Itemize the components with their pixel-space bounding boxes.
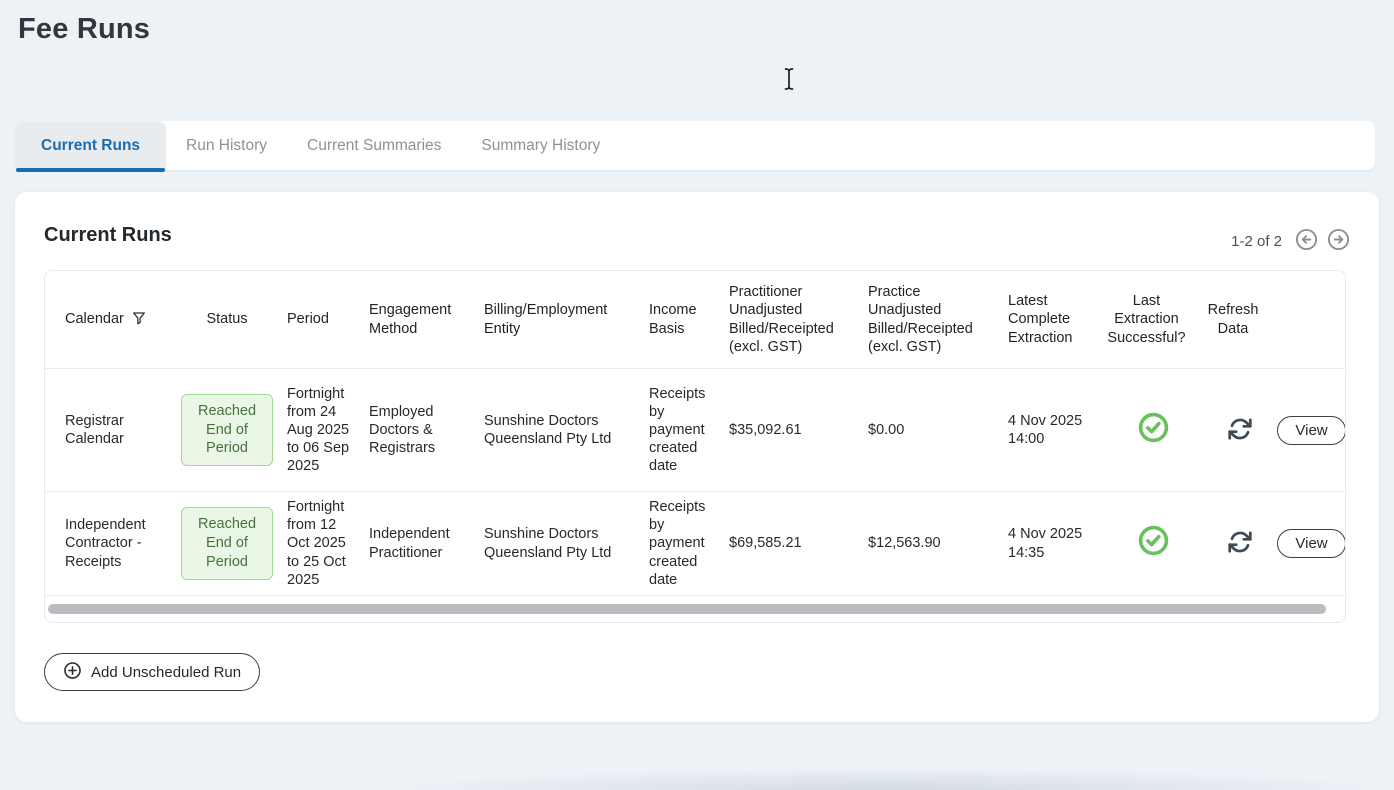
scrollbar-thumb[interactable] — [48, 604, 1326, 614]
pagination-next-button[interactable] — [1327, 228, 1350, 254]
status-badge: Reached End of Period — [181, 507, 273, 580]
window-shadow — [380, 768, 1394, 790]
actions-cell: View — [1277, 369, 1345, 491]
column-header-status: Status — [206, 311, 248, 328]
income-basis-cell: Receipts by payment created date — [649, 499, 706, 588]
refresh-icon — [1227, 529, 1253, 558]
table-header-row: Calendar Status Period Engagement Method — [45, 271, 1345, 368]
practitioner-unadjusted-cell: $35,092.61 — [729, 421, 802, 438]
pagination: 1-2 of 2 — [1231, 228, 1350, 254]
horizontal-scrollbar[interactable] — [45, 595, 1345, 622]
add-unscheduled-run-label: Add Unscheduled Run — [91, 663, 242, 681]
check-circle-icon — [1138, 412, 1169, 448]
refresh-data-cell — [1202, 492, 1278, 595]
extraction-success-cell — [1105, 369, 1202, 491]
tab-bar: Current Runs Run History Current Summari… — [15, 121, 1375, 172]
check-circle-icon — [1138, 525, 1169, 561]
column-header-refresh-data: Refresh Data — [1207, 302, 1259, 337]
page-title: Fee Runs — [18, 13, 151, 45]
practitioner-unadjusted-cell: $69,585.21 — [729, 535, 802, 552]
view-button[interactable]: View — [1277, 529, 1345, 558]
practice-unadjusted-cell: $12,563.90 — [868, 535, 941, 552]
column-header-actions — [1278, 271, 1345, 368]
column-header-income-basis: Income Basis — [649, 302, 697, 337]
refresh-icon — [1227, 416, 1253, 445]
column-header-practice-unadjusted: Practice Unadjusted Billed/Receipted (ex… — [868, 284, 973, 355]
column-header-engagement-method: Engagement Method — [369, 302, 452, 337]
column-header-latest-extraction: Latest Complete Extraction — [1008, 293, 1073, 346]
pagination-range: 1-2 of 2 — [1231, 232, 1282, 250]
latest-extraction-cell: 4 Nov 2025 14:00 — [1008, 412, 1083, 447]
plus-circle-icon — [63, 661, 82, 684]
income-basis-cell: Receipts by payment created date — [649, 385, 706, 475]
column-header-last-extraction-successful: Last Extraction Successful? — [1107, 293, 1186, 346]
refresh-data-cell — [1202, 369, 1278, 491]
tab-current-summaries[interactable]: Current Summaries — [287, 121, 461, 170]
tab-run-history[interactable]: Run History — [166, 121, 287, 170]
period-cell: Fortnight from 24 Aug 2025 to 06 Sep 202… — [287, 385, 350, 475]
tab-current-runs[interactable]: Current Runs — [15, 121, 167, 172]
column-header-period: Period — [287, 311, 329, 328]
refresh-data-button[interactable] — [1227, 529, 1253, 558]
tab-summary-history[interactable]: Summary History — [461, 121, 620, 170]
arrow-circle-right-icon — [1327, 228, 1350, 254]
arrow-circle-left-icon — [1295, 228, 1318, 254]
period-cell: Fortnight from 12 Oct 2025 to 25 Oct 202… — [287, 499, 346, 588]
practice-unadjusted-cell: $0.00 — [868, 421, 905, 438]
text-cursor-icon — [782, 67, 796, 96]
calendar-cell: Registrar Calendar — [65, 412, 124, 447]
table-row: Independent Contractor - Receipts Reache… — [45, 491, 1345, 595]
latest-extraction-cell: 4 Nov 2025 14:35 — [1008, 526, 1083, 561]
column-header-billing-entity: Billing/Employment Entity — [484, 302, 608, 337]
tab-label: Summary History — [481, 136, 601, 154]
calendar-filter-button[interactable] — [131, 310, 147, 329]
column-header-practitioner-unadjusted: Practitioner Unadjusted Billed/Receipted… — [729, 284, 834, 355]
view-button[interactable]: View — [1277, 415, 1345, 445]
calendar-cell: Independent Contractor - Receipts — [65, 517, 146, 570]
pagination-prev-button[interactable] — [1295, 228, 1318, 254]
engagement-method-cell: Employed Doctors & Registrars — [369, 403, 436, 457]
tab-label: Current Summaries — [307, 136, 442, 154]
fee-runs-table: Calendar Status Period Engagement Method — [44, 270, 1346, 623]
column-header-label: Calendar — [65, 311, 124, 328]
status-badge: Reached End of Period — [181, 393, 273, 467]
table-row: Registrar Calendar Reached End of Period… — [45, 368, 1345, 491]
tab-label: Run History — [186, 136, 268, 154]
status-cell: Reached End of Period — [181, 369, 287, 491]
extraction-success-cell — [1105, 492, 1202, 595]
billing-entity-cell: Sunshine Doctors Queensland Pty Ltd — [484, 526, 612, 561]
filter-icon — [131, 310, 147, 329]
tab-label: Current Runs — [41, 136, 141, 154]
refresh-data-button[interactable] — [1227, 416, 1253, 445]
engagement-method-cell: Independent Practitioner — [369, 526, 450, 561]
current-runs-panel: Current Runs 1-2 of 2 — [15, 192, 1379, 722]
actions-cell: View — [1277, 492, 1345, 595]
panel-title: Current Runs — [44, 224, 172, 246]
status-cell: Reached End of Period — [181, 492, 287, 595]
column-header-calendar: Calendar — [45, 271, 181, 368]
add-unscheduled-run-button[interactable]: Add Unscheduled Run — [44, 653, 261, 691]
billing-entity-cell: Sunshine Doctors Queensland Pty Ltd — [484, 412, 612, 447]
